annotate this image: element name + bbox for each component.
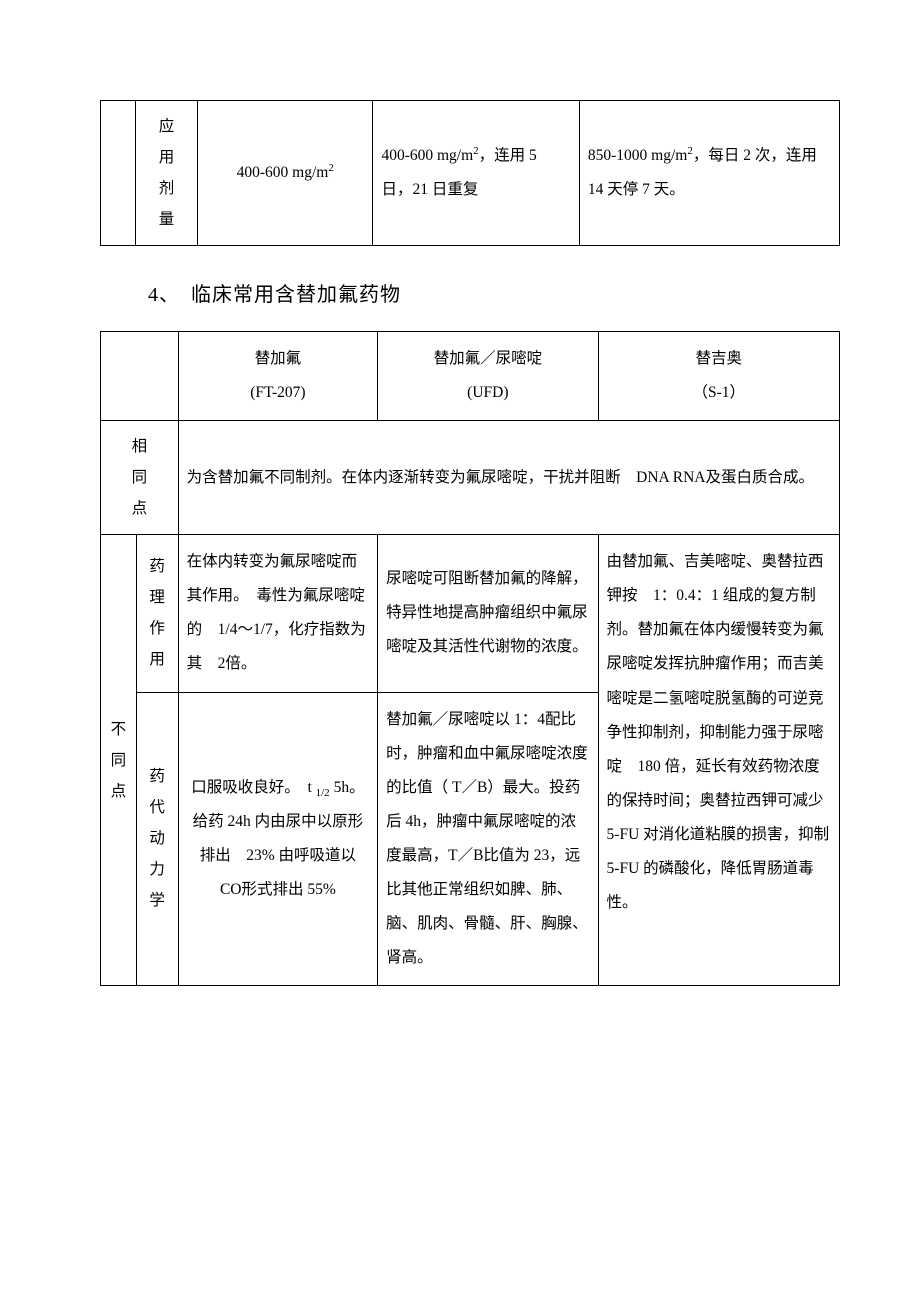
header-col2-code: (UFD) xyxy=(386,376,589,410)
section-heading: 4、 临床常用含替加氟药物 xyxy=(148,278,840,307)
same-point-text: 为含替加氟不同制剂。在体内逐渐转变为氟尿嘧啶，干扰并阻断 DNA RNA及蛋白质… xyxy=(178,421,839,535)
pk-c3-text: 作用；而吉美嘧啶是二氢嘧啶脱氢酶的可逆竞争性抑制剂，抑制能力强于尿嘧啶 180 … xyxy=(607,655,840,911)
dosage-fragment-table: 应用剂量 400-600 mg/m2 400-600 mg/m2，连用 5 日，… xyxy=(100,100,840,246)
header-col1-code: (FT-207) xyxy=(187,376,369,410)
pk-c1-sub: 1/2 xyxy=(316,787,330,799)
table-row: 不同点 药理作用 在体内转变为氟尿嘧啶而其作用。 毒性为氟尿嘧啶的 1/4～1/… xyxy=(101,535,840,692)
pharm-action-c2: 尿嘧啶可阻断替加氟的降解，特异性地提高肿瘤组织中氟尿嘧啶及其活性代谢物的浓度。 xyxy=(378,535,598,692)
table-row: 应用剂量 400-600 mg/m2 400-600 mg/m2，连用 5 日，… xyxy=(101,101,840,246)
pharm-action-c3-merged: 由替加氟、吉美嘧啶、奥替拉西钾按 1：0.4：1 组成的复方制剂。替加氟在体内缓… xyxy=(598,535,839,986)
header-col-1: 替加氟 (FT-207) xyxy=(178,332,377,421)
dosage-cell-2: 400-600 mg/m2，连用 5 日，21 日重复 xyxy=(373,101,579,246)
page-container: 应用剂量 400-600 mg/m2 400-600 mg/m2，连用 5 日，… xyxy=(0,0,920,1046)
pk-c2: 替加氟／尿嘧啶以 1：4配比时，肿瘤和血中氟尿嘧啶浓度的比值（ T／B）最大。投… xyxy=(378,692,598,986)
pharm-action-label: 药理作用 xyxy=(136,535,178,692)
pharm-action-c1: 在体内转变为氟尿嘧啶而其作用。 毒性为氟尿嘧啶的 1/4～1/7，化疗指数为其 … xyxy=(178,535,377,692)
diff-point-label: 不同点 xyxy=(101,535,137,986)
dosage-text-2a: 400-600 mg/m xyxy=(381,147,473,164)
dosage-cell-1: 400-600 mg/m2 xyxy=(198,101,373,246)
header-col3-code: （S-1） xyxy=(607,376,831,410)
sup-2: 2 xyxy=(328,162,334,174)
table-row: 替加氟 (FT-207) 替加氟／尿嘧啶 (UFD) 替吉奥 （S-1） xyxy=(101,332,840,421)
row-label-dosage: 应用剂量 xyxy=(136,101,198,246)
header-col2-name: 替加氟／尿嘧啶 xyxy=(386,342,589,376)
dosage-text-3a: 850-1000 mg/m xyxy=(588,147,687,164)
header-col3-name: 替吉奥 xyxy=(607,342,831,376)
empty-cell xyxy=(101,101,136,246)
table-row: 相同点 为含替加氟不同制剂。在体内逐渐转变为氟尿嘧啶，干扰并阻断 DNA RNA… xyxy=(101,421,840,535)
dosage-cell-3: 850-1000 mg/m2，每日 2 次，连用 14 天停 7 天。 xyxy=(579,101,839,246)
header-col1-name: 替加氟 xyxy=(187,342,369,376)
same-point-label: 相同点 xyxy=(101,421,179,535)
tegafur-comparison-table: 替加氟 (FT-207) 替加氟／尿嘧啶 (UFD) 替吉奥 （S-1） 相同点… xyxy=(100,331,840,986)
pk-c1a: 口服吸收良好。 t xyxy=(191,779,315,796)
header-col-3: 替吉奥 （S-1） xyxy=(598,332,839,421)
pk-c1: 口服吸收良好。 t 1/2 5h。给药 24h 内由尿中以原形排出 23% 由呼… xyxy=(178,692,377,986)
pk-c1b: 5h。给药 24h 内由尿中以原形排出 23% 由呼吸道以 CO形式排出 55% xyxy=(193,779,372,898)
header-col-2: 替加氟／尿嘧啶 (UFD) xyxy=(378,332,598,421)
header-empty xyxy=(101,332,179,421)
dosage-text-1: 400-600 mg/m xyxy=(237,164,329,181)
pk-label: 药代动力学 xyxy=(136,692,178,986)
